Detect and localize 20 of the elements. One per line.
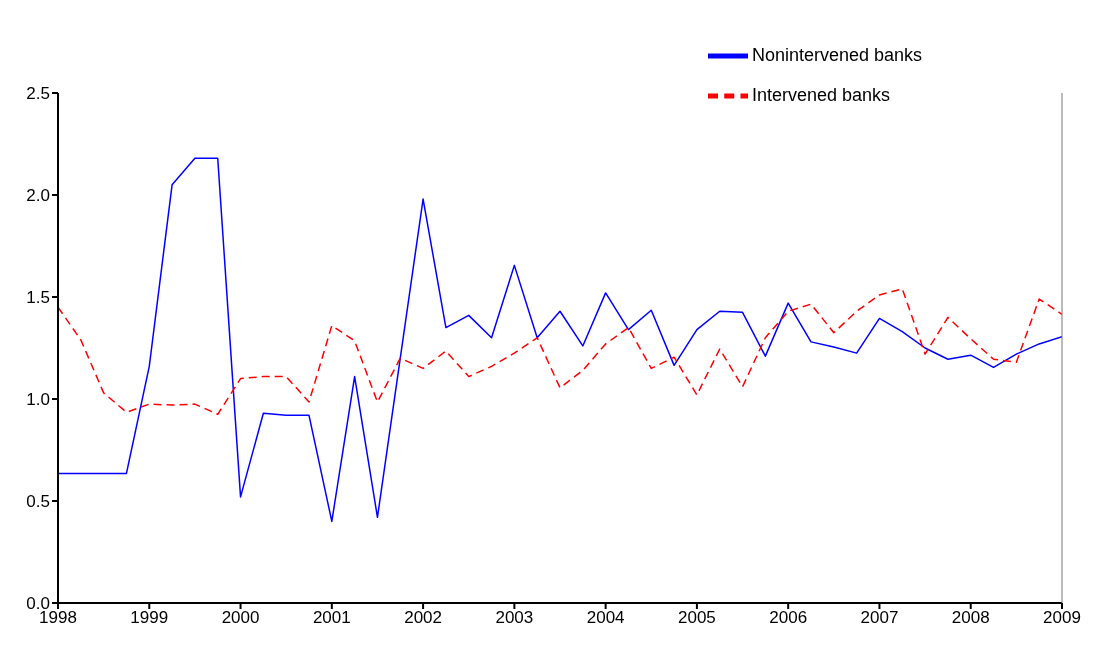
y-tick-label: 0.5 bbox=[26, 492, 50, 512]
y-tick-label: 1.0 bbox=[26, 390, 50, 410]
legend-label: Intervened banks bbox=[752, 84, 891, 105]
x-tick-label: 2007 bbox=[860, 608, 899, 628]
x-tick-label: 2000 bbox=[221, 608, 260, 628]
x-tick-label: 2002 bbox=[404, 608, 442, 628]
x-tick-label: 2008 bbox=[951, 608, 990, 628]
y-tick-label: 2.5 bbox=[26, 84, 50, 104]
line-series bbox=[58, 288, 1062, 416]
y-tick-label: 2.0 bbox=[26, 186, 50, 206]
x-tick-label: 2004 bbox=[586, 608, 625, 628]
x-tick-label: 2001 bbox=[312, 608, 351, 628]
legend-label: Nonintervened banks bbox=[752, 44, 923, 65]
y-tick-label: 1.5 bbox=[26, 288, 50, 308]
x-tick-label: 2009 bbox=[1043, 608, 1081, 628]
x-tick-label: 2005 bbox=[678, 608, 716, 628]
line-series bbox=[58, 157, 1062, 523]
x-tick-label: 2006 bbox=[769, 608, 808, 628]
x-tick-label: 1999 bbox=[130, 608, 169, 628]
x-tick-label: 2003 bbox=[495, 608, 534, 628]
